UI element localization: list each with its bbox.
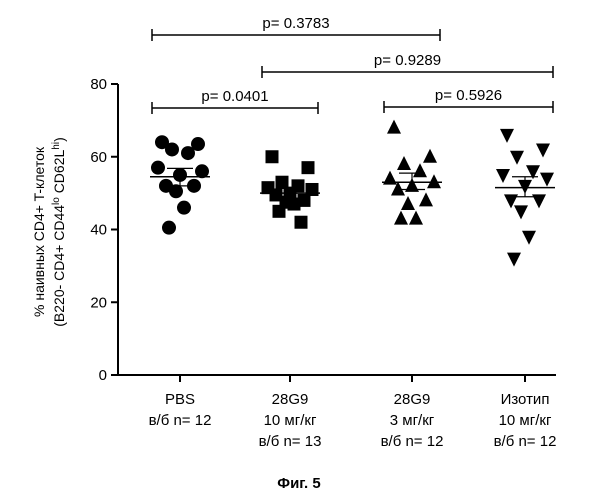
p-value-label: p= 0.3783	[262, 15, 329, 32]
data-point	[165, 142, 179, 156]
data-point	[181, 146, 195, 160]
data-point	[496, 169, 510, 183]
data-point	[266, 150, 279, 163]
data-points	[151, 120, 554, 267]
data-point	[288, 198, 301, 211]
p-value-label: p= 0.0401	[201, 88, 268, 105]
data-point	[162, 221, 176, 235]
data-point	[510, 151, 524, 165]
category-labels: PBS в/б n= 12 28G9 10 мг/кг в/б n= 13 28G9 3 м…	[149, 375, 557, 450]
data-point	[423, 149, 437, 163]
data-point	[151, 161, 165, 175]
data-point	[302, 161, 315, 174]
data-point	[401, 196, 415, 210]
mean-sem-bars	[150, 168, 555, 198]
data-point	[522, 231, 536, 245]
data-point	[273, 205, 286, 218]
category-label: 10 мг/кг	[264, 412, 317, 429]
y-axis-label-line1: % наивных CD4+ T-клеток	[31, 146, 47, 317]
data-point	[177, 201, 191, 215]
category-label: 3 мг/кг	[390, 412, 435, 429]
axes	[118, 84, 556, 375]
category-label: PBS	[165, 391, 195, 408]
figure-caption: Фиг. 5	[277, 475, 320, 492]
category-label: в/б n= 12	[494, 433, 557, 450]
data-point	[394, 211, 408, 225]
p-value-label: p= 0.9289	[374, 52, 441, 69]
p-value-label: p= 0.5926	[435, 87, 502, 104]
category-label: 28G9	[272, 391, 309, 408]
data-point	[295, 216, 308, 229]
data-point	[507, 253, 521, 267]
data-point	[419, 192, 433, 206]
y-tick-label: 20	[90, 294, 107, 311]
y-ticks: 0 20 40 60 80	[90, 76, 118, 384]
y-tick-label: 0	[99, 367, 107, 384]
data-point	[387, 120, 401, 134]
data-point	[500, 129, 514, 143]
data-point	[413, 163, 427, 177]
category-label: 10 мг/кг	[499, 412, 552, 429]
data-point	[514, 205, 528, 219]
category-label: Изотип	[501, 391, 550, 408]
category-label: в/б n= 12	[381, 433, 444, 450]
data-point	[409, 211, 423, 225]
data-point	[540, 173, 554, 187]
data-point	[397, 156, 411, 170]
significance-brackets: p= 0.0401 p= 0.5926 p= 0.9289 p= 0.3783	[152, 15, 553, 114]
y-axis-label-line2: (B220- CD4+ CD44lo CD62Lhi)	[51, 137, 68, 327]
data-point	[427, 174, 441, 188]
category-label: в/б n= 12	[149, 412, 212, 429]
category-label: в/б n= 13	[259, 433, 322, 450]
data-point	[536, 143, 550, 157]
category-label: 28G9	[394, 391, 431, 408]
y-tick-label: 60	[90, 149, 107, 166]
y-tick-label: 40	[90, 222, 107, 239]
y-tick-label: 80	[90, 76, 107, 93]
